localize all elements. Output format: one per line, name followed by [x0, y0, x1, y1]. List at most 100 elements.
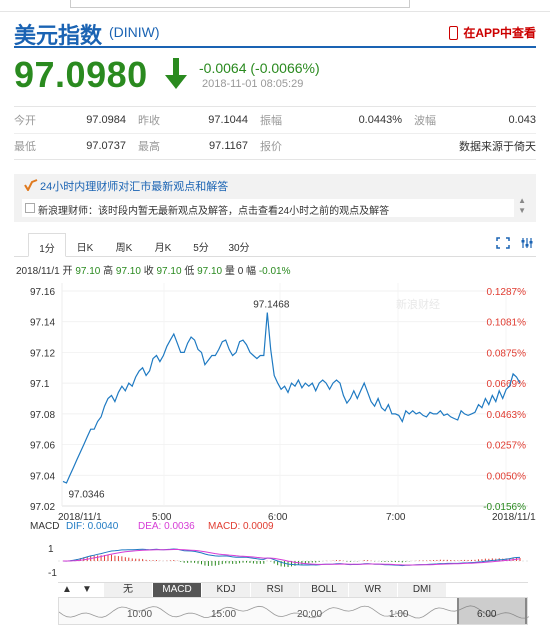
phone-icon — [449, 26, 459, 40]
data-source: 数据来源于倚天 — [459, 141, 536, 154]
wave-value: 0.043 — [508, 113, 536, 126]
overview-time-4: 1:00 — [389, 609, 409, 620]
overview-time-1: 10:00 — [127, 609, 153, 620]
macd-dif: DIF: 0.0040 — [66, 521, 119, 532]
ohlc-vol-label: 量 — [224, 266, 235, 277]
amp-label: 振幅 — [260, 114, 282, 127]
pct-tick-label: 0.0257% — [487, 441, 527, 452]
ohlc-date: 2018/11/1 — [16, 266, 60, 277]
ind-tab-rsi[interactable]: RSI — [251, 583, 299, 597]
overview-navigator[interactable]: 10:00 15:00 20:00 1:00 6:00 — [58, 597, 529, 625]
x-tick-label: 5:00 — [152, 512, 172, 523]
notice-title-text: 24小时内理财师对汇市最新观点和解答 — [40, 181, 229, 193]
x-tick-label: 7:00 — [386, 512, 406, 523]
pct-tick-label: 0.0875% — [487, 348, 527, 359]
ohlc-vol: 0 — [237, 266, 244, 277]
price-change: -0.0064 (-0.0066%) — [199, 60, 320, 76]
overview-time-5: 6:00 — [477, 609, 497, 620]
ohlc-close: 97.10 — [156, 266, 182, 277]
chart-annotations: 97.1468 97.0346 — [68, 299, 289, 500]
ind-tab-boll[interactable]: BOLL — [300, 583, 348, 597]
stats-table: 今开 97.0984 昨收 97.1044 振幅 0.0443% 波幅 0.04… — [14, 106, 536, 160]
macd-dea-line — [63, 548, 521, 566]
settings-icon[interactable] — [520, 237, 534, 249]
chart-tools — [496, 237, 534, 252]
symbol-code: (DINIW) — [109, 24, 160, 40]
y-tick-label: 97.02 — [30, 502, 55, 513]
pct-tick-label: 0.1287% — [487, 287, 527, 298]
app-link[interactable]: 在APP中查看 — [449, 24, 536, 41]
ohlc-open-label: 开 — [62, 266, 73, 277]
top-tab-outline — [70, 0, 410, 8]
pct-tick-label: 0.0050% — [487, 471, 527, 482]
macd-title: MACD — [30, 521, 59, 532]
page-title: 美元指数 — [14, 23, 103, 48]
y-tick-label: 97.08 — [30, 410, 55, 421]
y-tick-label: 97.1 — [30, 379, 50, 390]
tab-5min[interactable]: 5分 — [193, 243, 209, 254]
nav-up-arrow[interactable]: ▲ — [62, 584, 72, 595]
top-strip — [0, 0, 550, 12]
price-series-line — [62, 312, 521, 484]
ind-tab-none[interactable]: 无 — [104, 583, 152, 597]
y-tick-label: 97.06 — [30, 441, 55, 452]
overview-time-2: 15:00 — [211, 609, 237, 620]
tab-week-k[interactable]: 周K — [115, 243, 133, 254]
macd-dea: DEA: 0.0036 — [138, 521, 195, 532]
tab-month-k[interactable]: 月K — [154, 243, 172, 254]
nav-down-arrow[interactable]: ▼ — [82, 584, 92, 595]
overview-sparkline — [59, 605, 529, 619]
low-value: 97.0737 — [86, 140, 126, 153]
macd-tick-m1: -1 — [48, 568, 57, 579]
notice-message[interactable]: 新浪理财师：该时段内暂无最新观点及解答，点击查看24小时之前的观点及解答 — [22, 199, 514, 217]
x-tick-label: 2018/11/1 — [58, 512, 102, 523]
down-arrow-icon — [165, 58, 187, 89]
price-chart[interactable]: 新浪财经 97.1697.1497.1297.197.0897.0697.049… — [0, 276, 550, 627]
indicator-tabs: ▲ ▼ 无 MACD KDJ RSI BOLL WR DMI — [58, 582, 528, 597]
advisor-avatar-icon — [25, 203, 35, 213]
scroll-down-icon[interactable]: ▼ — [518, 206, 526, 215]
current-price: 97.0980 — [14, 54, 148, 95]
y-tick-label: 97.04 — [30, 471, 55, 482]
macd-tick-1: 1 — [48, 544, 54, 555]
header: 美元指数 (DINIW) 在APP中查看 — [14, 18, 536, 48]
ind-tab-macd[interactable]: MACD — [153, 583, 201, 597]
bid-label: 报价 — [260, 141, 282, 154]
prev-label: 昨收 — [138, 114, 160, 127]
app-link-label: 在APP中查看 — [463, 26, 536, 40]
pct-tick-label: 0.0463% — [487, 410, 527, 421]
tab-30min[interactable]: 30分 — [228, 243, 250, 254]
ohlc-close-label: 收 — [143, 266, 154, 277]
y-axis: 97.16 97.14 97.12 97.1 97.08 97.06 97.04 97.02 — [30, 287, 55, 513]
min-annotation: 97.0346 — [68, 490, 105, 501]
ohlc-pct-label: 幅 — [246, 266, 257, 277]
ohlc-pct: -0.01% — [258, 266, 291, 277]
fullscreen-icon[interactable] — [496, 237, 510, 249]
y-tick-label: 97.12 — [30, 348, 55, 359]
ind-tab-wr[interactable]: WR — [349, 583, 397, 597]
tab-day-k[interactable]: 日K — [76, 243, 94, 254]
macd-value: MACD: 0.0009 — [208, 521, 274, 532]
wave-label: 波幅 — [414, 114, 436, 127]
ind-tab-kdj[interactable]: KDJ — [202, 583, 250, 597]
y-tick-label: 97.14 — [30, 318, 55, 329]
advisor-notice: 24小时内理财师对汇市最新观点和解答 新浪理财师：该时段内暂无最新观点及解答，点… — [14, 174, 536, 222]
overview-selection[interactable] — [457, 598, 527, 624]
pct-tick-label: -0.0156% — [483, 502, 526, 513]
notice-message-text: 新浪理财师：该时段内暂无最新观点及解答，点击查看24小时之前的观点及解答 — [38, 206, 390, 217]
high-label: 最高 — [138, 141, 160, 154]
notice-title[interactable]: 24小时内理财师对汇市最新观点和解答 — [24, 178, 228, 194]
scroll-up-icon[interactable]: ▲ — [518, 196, 526, 205]
ind-tab-dmi[interactable]: DMI — [398, 583, 446, 597]
chart-grid — [61, 283, 528, 507]
pct-tick-label: 0.0669% — [487, 379, 527, 390]
notice-scroll[interactable]: ▲ ▼ — [518, 196, 526, 216]
trend-icon — [24, 179, 38, 193]
period-tabs: 1分 日K 周K 月K 5分 30分 — [14, 233, 536, 257]
high-value: 97.1167 — [209, 140, 248, 153]
open-value: 97.0984 — [86, 113, 126, 126]
ohlc-bar: 2018/11/1 开 97.10 高 97.10 收 97.10 低 97.1… — [16, 262, 291, 277]
x-tick-label: 6:00 — [268, 512, 288, 523]
tab-1min[interactable]: 1分 — [28, 233, 66, 257]
prev-value: 97.1044 — [208, 113, 248, 126]
